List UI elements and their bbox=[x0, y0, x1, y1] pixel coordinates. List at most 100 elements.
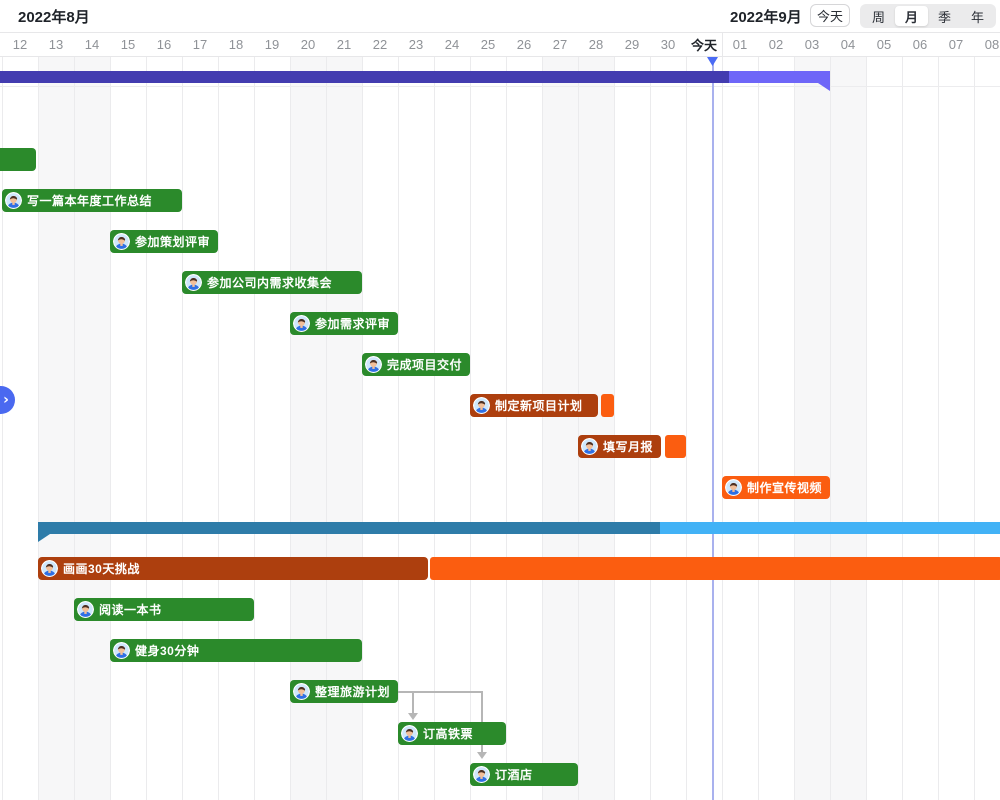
date-cell: 15 bbox=[120, 37, 136, 52]
date-cell-today: 今天 bbox=[690, 38, 717, 53]
date-cell: 24 bbox=[444, 37, 460, 52]
date-cell: 27 bbox=[552, 37, 568, 52]
date-cell: 12 bbox=[12, 37, 28, 52]
task-bar[interactable]: 完成项目交付 bbox=[362, 353, 470, 376]
task-bar[interactable]: 参加策划评审 bbox=[110, 230, 218, 253]
grid-line bbox=[650, 32, 651, 800]
date-cell: 17 bbox=[192, 37, 208, 52]
assignee-avatar-icon bbox=[473, 766, 490, 783]
overdue-tail-bar[interactable] bbox=[601, 394, 614, 417]
date-cell: 18 bbox=[228, 37, 244, 52]
assignee-avatar-icon bbox=[473, 397, 490, 414]
task-bar[interactable]: 写一篇本年度工作总结 bbox=[2, 189, 182, 212]
project-summary-top-remaining[interactable] bbox=[729, 71, 830, 83]
grid-line bbox=[434, 32, 435, 800]
assignee-avatar-icon bbox=[365, 356, 382, 373]
task-label: 订酒店 bbox=[495, 768, 533, 782]
overdue-tail-bar[interactable] bbox=[430, 557, 1000, 580]
task-label: 参加公司内需求收集会 bbox=[207, 276, 333, 290]
grid-line bbox=[722, 32, 723, 800]
grid-line bbox=[290, 32, 291, 800]
task-label: 制作宣传视频 bbox=[747, 481, 823, 495]
date-cell: 04 bbox=[840, 37, 856, 52]
task-label: 参加策划评审 bbox=[135, 235, 211, 249]
date-cell: 20 bbox=[300, 37, 316, 52]
date-cell: 16 bbox=[156, 37, 172, 52]
task-bar[interactable]: 填写月报 bbox=[578, 435, 661, 458]
grid-line bbox=[362, 32, 363, 800]
date-axis: 12 13 14 15 16 17 18 19 20 21 22 23 24 25 26 27 28 29 30 今天… bbox=[0, 32, 1000, 57]
task-bar[interactable]: 订酒店 bbox=[470, 763, 578, 786]
date-cell: 28 bbox=[588, 37, 604, 52]
task-bar[interactable]: 健身30分钟 bbox=[110, 639, 362, 662]
grid-line bbox=[2, 32, 3, 800]
grid-line bbox=[110, 32, 111, 800]
view-option-年[interactable]: 年 bbox=[970, 9, 984, 25]
task-label: 画画30天挑战 bbox=[63, 562, 140, 576]
task-bar[interactable]: 参加需求评审 bbox=[290, 312, 398, 335]
project-summary-top-done[interactable] bbox=[0, 71, 729, 83]
task-bar[interactable]: 画画30天挑战 bbox=[38, 557, 428, 580]
grid-line bbox=[830, 32, 831, 800]
expand-task-list-button[interactable]: › bbox=[0, 386, 15, 414]
date-cell: 08 bbox=[984, 37, 1000, 52]
grid-line bbox=[974, 32, 975, 800]
assignee-avatar-icon bbox=[293, 315, 310, 332]
date-cell: 07 bbox=[948, 37, 964, 52]
task-bar[interactable]: 阅读一本书 bbox=[74, 598, 254, 621]
date-cell: 22 bbox=[372, 37, 388, 52]
task-bar[interactable]: 参加公司内需求收集会 bbox=[182, 271, 362, 294]
date-cell: 06 bbox=[912, 37, 928, 52]
grid-line bbox=[902, 32, 903, 800]
view-option-周[interactable]: 周 bbox=[871, 9, 885, 25]
assignee-avatar-icon bbox=[185, 274, 202, 291]
task-label: 制定新项目计划 bbox=[495, 399, 583, 413]
date-cell: 05 bbox=[876, 37, 892, 52]
date-cell: 23 bbox=[408, 37, 424, 52]
grid-line bbox=[74, 32, 75, 800]
today-line bbox=[712, 2, 714, 800]
grid-line bbox=[938, 32, 939, 800]
grid-line bbox=[614, 32, 615, 800]
date-cell: 02 bbox=[768, 37, 784, 52]
grid-line bbox=[182, 32, 183, 800]
view-granularity-switch: 周月季 年 bbox=[860, 4, 996, 28]
weekend-column bbox=[38, 57, 74, 800]
grid-line bbox=[866, 32, 867, 800]
task-bar[interactable]: 制定新项目计划 bbox=[470, 394, 598, 417]
task-bar[interactable]: 制作宣传视频 bbox=[722, 476, 830, 499]
task-label: 参加需求评审 bbox=[315, 317, 391, 331]
task-bar[interactable]: 整理旅游计划 bbox=[290, 680, 398, 703]
clipped-task-bar[interactable] bbox=[0, 148, 36, 171]
grid-line bbox=[398, 32, 399, 800]
date-cell: 30 bbox=[660, 37, 676, 52]
view-option-季[interactable]: 季 bbox=[937, 9, 951, 25]
weekend-column bbox=[578, 57, 614, 800]
dependency-arrowhead-icon bbox=[408, 713, 418, 720]
task-label: 完成项目交付 bbox=[387, 358, 463, 372]
grid-line bbox=[38, 32, 39, 800]
grid-line bbox=[218, 32, 219, 800]
date-cell: 14 bbox=[84, 37, 100, 52]
project-summary-middle-done[interactable] bbox=[38, 522, 660, 534]
overdue-tail-bar[interactable] bbox=[665, 435, 686, 458]
weekend-column bbox=[830, 57, 866, 800]
task-label: 填写月报 bbox=[603, 440, 654, 454]
grid-line bbox=[254, 32, 255, 800]
weekend-column bbox=[74, 57, 110, 800]
assignee-avatar-icon bbox=[293, 683, 310, 700]
assignee-avatar-icon bbox=[113, 233, 130, 250]
row-separator bbox=[0, 86, 1000, 87]
grid-line bbox=[326, 32, 327, 800]
weekend-column bbox=[542, 57, 578, 800]
project-summary-middle-remaining[interactable] bbox=[660, 522, 1000, 534]
task-bar[interactable]: 订高铁票 bbox=[398, 722, 506, 745]
task-label: 写一篇本年度工作总结 bbox=[27, 194, 153, 208]
assignee-avatar-icon bbox=[113, 642, 130, 659]
today-button[interactable]: 今天 bbox=[810, 4, 850, 27]
assignee-avatar-icon bbox=[77, 601, 94, 618]
task-label: 整理旅游计划 bbox=[315, 685, 391, 699]
view-option-月[interactable]: 月 bbox=[895, 6, 928, 26]
gantt-toolbar: 2022年8月 2022年9月 今天 周月季 年 bbox=[0, 0, 1000, 33]
